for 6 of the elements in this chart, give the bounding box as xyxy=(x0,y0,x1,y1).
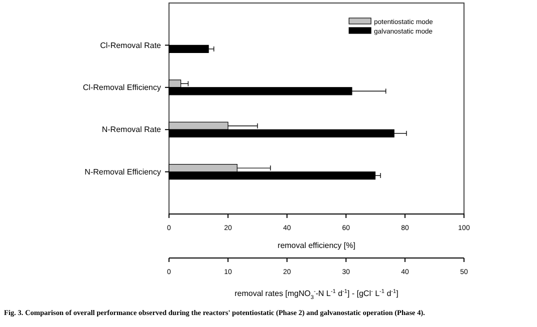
y-tick-label: Cl-Removal Rate xyxy=(100,40,162,50)
y-tick-label: N-Removal Efficiency xyxy=(84,167,161,176)
y-tick-label: Cl-Removal Efficiency xyxy=(82,82,161,92)
x-axis-title: removal efficiency [%] xyxy=(278,241,356,250)
text: removal rates [mgNO$_{3}$$^{-}$-N L$^{-1}$ d$^{-1}$] - [gCl$^{-}$ L$^{-1}$ d$^{-1}$] xyxy=(234,289,398,301)
y-tick-label: N-Removal Rate xyxy=(102,125,162,134)
